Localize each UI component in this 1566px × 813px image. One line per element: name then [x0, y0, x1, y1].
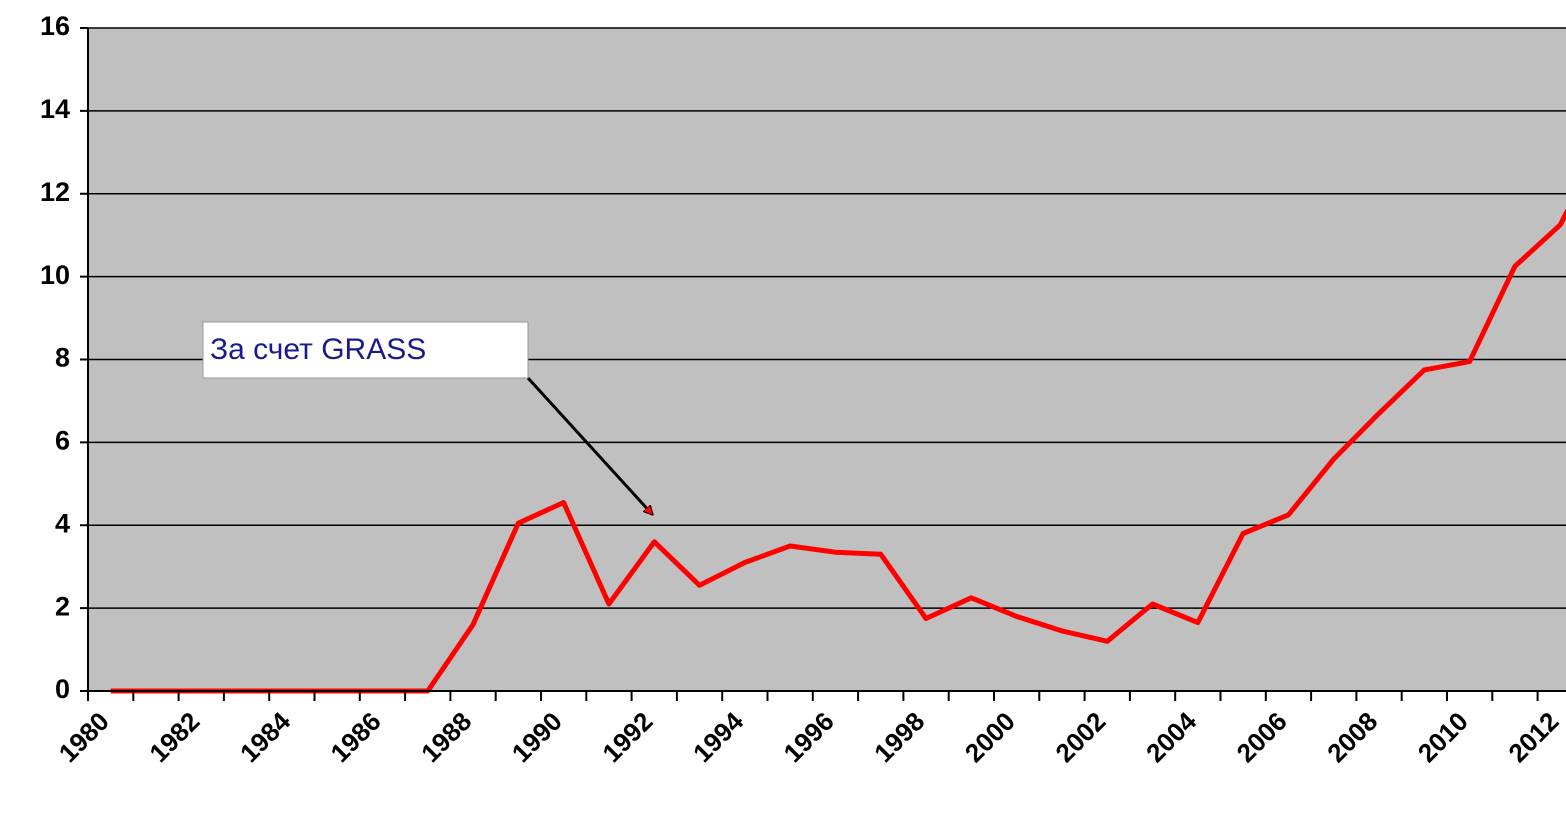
x-tick-label: 2012 [1502, 706, 1564, 768]
y-tick-label: 14 [40, 94, 70, 124]
y-tick-label: 6 [55, 426, 70, 456]
x-tick-label: 2008 [1321, 706, 1383, 768]
y-tick-label: 16 [40, 11, 70, 41]
x-tick-label: 1986 [325, 706, 387, 768]
x-tick-label: 1988 [415, 706, 477, 768]
x-tick-label: 2000 [959, 706, 1021, 768]
annotation-box [202, 321, 529, 379]
x-tick-label: 2006 [1231, 706, 1293, 768]
x-tick-label: 1996 [778, 706, 840, 768]
x-tick-label: 1994 [687, 706, 749, 768]
x-tick-label: 2010 [1412, 706, 1474, 768]
y-tick-label: 0 [55, 674, 70, 704]
x-tick-label: 1998 [868, 706, 930, 768]
x-tick-label: 1990 [506, 706, 568, 768]
x-tick-label: 1982 [143, 706, 205, 768]
annotation-arrow [526, 376, 652, 514]
x-tick-label: 1984 [234, 706, 296, 768]
x-tick-label: 2002 [1049, 706, 1111, 768]
y-tick-label: 2 [55, 591, 70, 621]
x-tick-label: 1992 [596, 706, 658, 768]
x-tick-label: 2004 [1140, 706, 1202, 768]
y-tick-label: 12 [40, 177, 70, 207]
y-tick-label: 8 [55, 343, 70, 373]
annotation: За счет GRASS [210, 333, 426, 366]
x-tick-label: 1980 [53, 706, 115, 768]
y-tick-label: 4 [55, 508, 70, 538]
y-tick-label: 10 [40, 260, 70, 290]
